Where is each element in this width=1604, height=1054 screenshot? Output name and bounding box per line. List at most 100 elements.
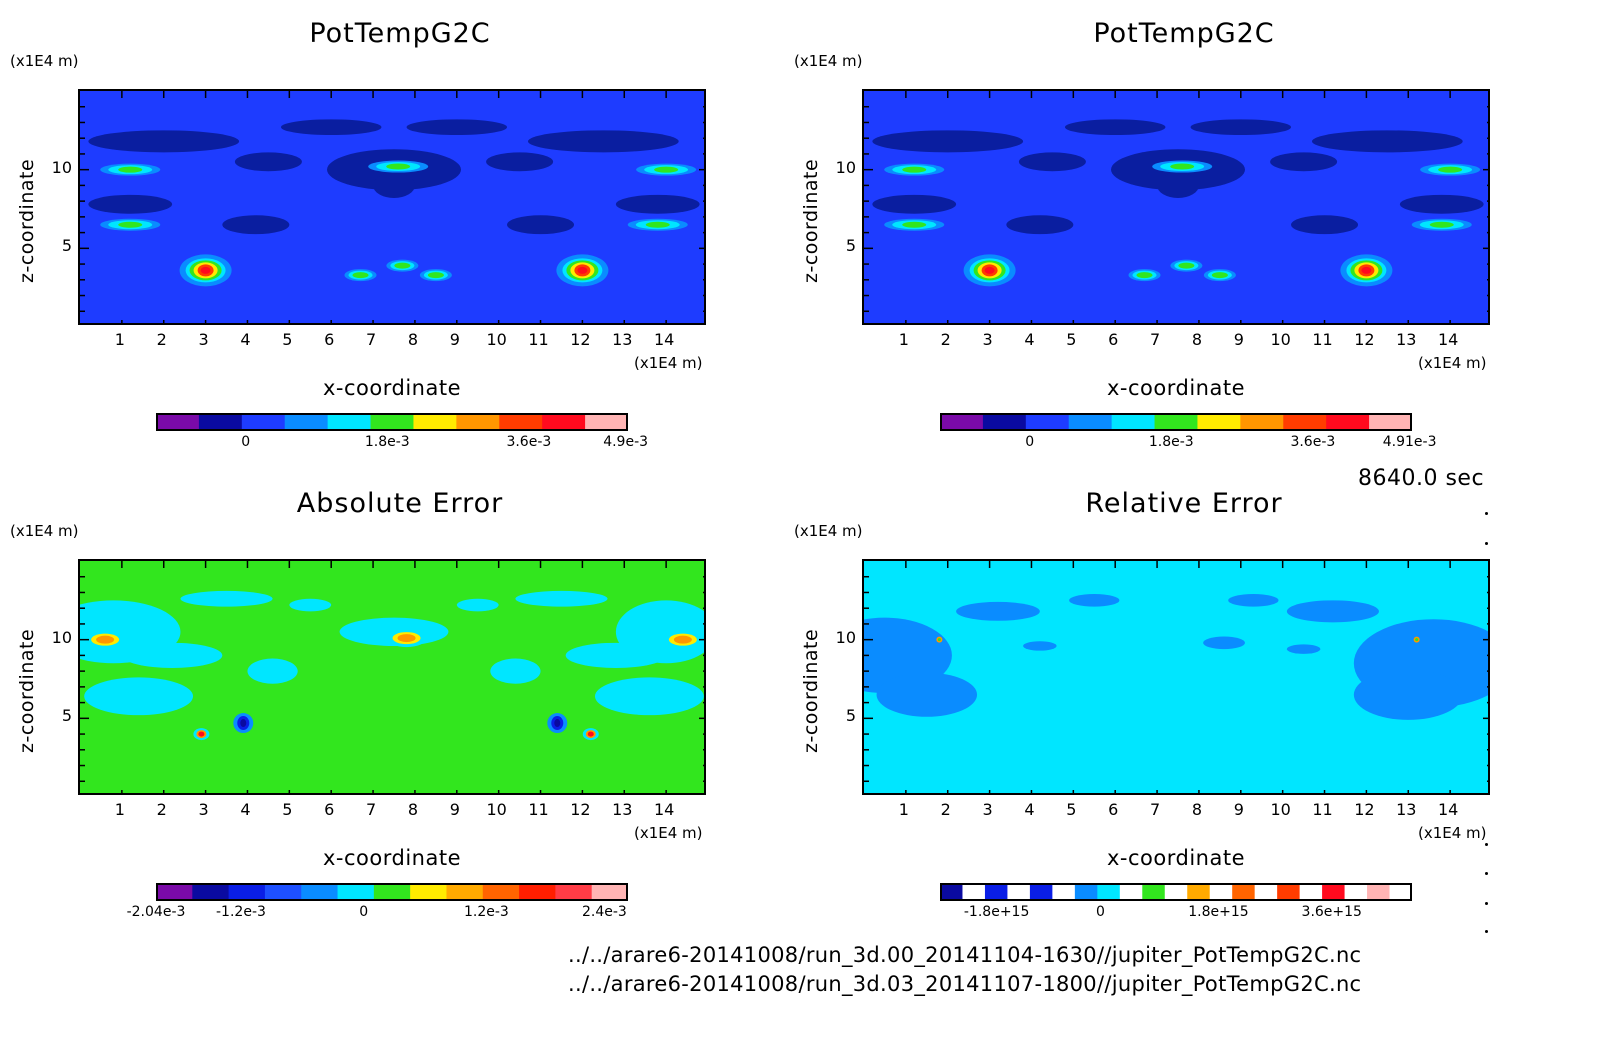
file-path-2: ../../arare6-20141008/run_3d.03_20141107…	[568, 972, 1362, 996]
field-region	[1291, 215, 1359, 235]
field-region	[406, 119, 508, 136]
colorbar-swatch	[337, 883, 375, 901]
feature-blob	[1136, 272, 1153, 279]
colorbar-swatch	[984, 883, 1008, 901]
x-unit-label: (x1E4 m)	[1418, 824, 1487, 842]
heatmap-svg	[864, 91, 1488, 323]
colorbar	[156, 413, 628, 431]
chart-title: Relative Error	[1085, 488, 1283, 519]
y-axis-label: z-coordinate	[800, 628, 822, 753]
colorbar-label: 0	[1096, 904, 1105, 920]
field-region	[234, 152, 302, 172]
x-axis-label: x-coordinate	[322, 376, 461, 400]
x-tick-label: 3	[982, 330, 993, 349]
x-tick-label: 7	[1149, 800, 1161, 819]
x-tick-label: 2	[940, 800, 951, 819]
colorbar-label: 1.8e-3	[1148, 434, 1194, 450]
colorbar-swatch	[1277, 883, 1301, 901]
field-region	[88, 130, 240, 153]
x-tick-label: 3	[198, 800, 209, 819]
x-tick-label: 7	[1149, 330, 1161, 349]
colorbar-swatch	[555, 883, 593, 901]
colorbar-label: 2.4e-3	[581, 904, 627, 920]
field-region	[1069, 594, 1120, 607]
colorbar-swatch	[1052, 883, 1076, 901]
colorbar-frame	[156, 883, 628, 901]
field-region	[1353, 669, 1463, 720]
colorbar-swatch	[1111, 413, 1156, 431]
feature-blob	[200, 266, 211, 274]
x-tick-label: 2	[940, 330, 951, 349]
feature-blob	[984, 266, 995, 274]
x-tick-label: 4	[240, 800, 251, 819]
colorbar-swatch	[264, 883, 302, 901]
x-tick-label: 8	[407, 800, 419, 819]
field-region	[121, 642, 223, 668]
x-tick-label: 5	[1066, 330, 1077, 349]
colorbar-swatch	[446, 883, 484, 901]
heatmap-plot	[78, 559, 706, 795]
x-unit-label: (x1E4 m)	[634, 824, 703, 842]
colorbar-frame	[940, 413, 1412, 431]
x-tick-label: 13	[612, 330, 633, 349]
y-tick-label: 10	[51, 157, 72, 177]
y-axis-label: z-coordinate	[800, 158, 822, 283]
feature-blob	[902, 166, 927, 173]
field-region	[594, 677, 704, 716]
x-tick-label: 12	[570, 800, 591, 819]
field-region	[1018, 152, 1086, 172]
field-region	[490, 658, 541, 684]
chart-title: PotTempG2C	[309, 18, 491, 49]
x-tick-label: 9	[1233, 330, 1244, 349]
x-axis-label: x-coordinate	[1106, 376, 1245, 400]
time-label: 8640.0 sec	[1358, 466, 1485, 491]
chart-panel: PotTempG2C (x1E4 m) (x1E4 m) z-coordinate x-…	[784, 0, 1564, 490]
chart-panel: Absolute Error (x1E4 m) (x1E4 m) z-coordina…	[0, 470, 780, 960]
y-unit-label: (x1E4 m)	[794, 522, 863, 540]
field-region	[1286, 600, 1379, 623]
colorbar-swatch	[301, 883, 339, 901]
heatmap-svg	[80, 561, 704, 793]
feature-blob	[577, 266, 588, 274]
feature-blob	[1170, 163, 1195, 170]
colorbar-swatch	[1025, 413, 1070, 431]
feature-blob	[1178, 262, 1195, 269]
colorbar-label: 0	[359, 904, 369, 920]
colorbar-label: 3.6e-3	[506, 434, 552, 450]
file-path-1: ../../arare6-20141008/run_3d.00_20141104…	[568, 943, 1362, 967]
colorbar-swatch	[1007, 883, 1031, 901]
x-tick-label: 10	[486, 330, 507, 349]
colorbar-swatch	[1232, 883, 1256, 901]
x-tick-label: 8	[1191, 800, 1203, 819]
x-tick-label: 11	[1312, 330, 1333, 349]
x-tick-label: 9	[1233, 800, 1244, 819]
colorbar-swatch	[1029, 883, 1053, 901]
field-region	[956, 601, 1040, 621]
x-tick-label: 12	[1354, 800, 1375, 819]
x-tick-label: 5	[1066, 800, 1077, 819]
colorbar-swatch	[241, 413, 286, 431]
field-region	[615, 194, 700, 214]
feature-blob	[554, 719, 561, 728]
x-tick-label: 13	[1396, 330, 1417, 349]
colorbar-swatch	[940, 883, 963, 901]
colorbar-swatch	[1283, 413, 1327, 431]
colorbar-label: 4.91e-3	[1382, 434, 1437, 450]
field-region	[486, 152, 554, 172]
feature-blob	[427, 272, 444, 279]
feature-blob	[902, 221, 927, 228]
feature-blob	[587, 731, 594, 737]
x-tick-label: 11	[528, 330, 549, 349]
heatmap-background	[80, 561, 704, 793]
colorbar-swatch	[1154, 413, 1198, 431]
field-region	[84, 677, 194, 716]
colorbar	[940, 413, 1412, 431]
y-axis-label: z-coordinate	[16, 158, 38, 283]
field-region	[1270, 152, 1338, 172]
colorbar-label: 0	[241, 434, 251, 450]
colorbar-swatch	[1254, 883, 1278, 901]
marker-dot	[1485, 542, 1488, 545]
feature-blob	[654, 166, 679, 173]
colorbar-label: 4.9e-3	[603, 434, 649, 450]
marker-dot	[1485, 872, 1488, 875]
